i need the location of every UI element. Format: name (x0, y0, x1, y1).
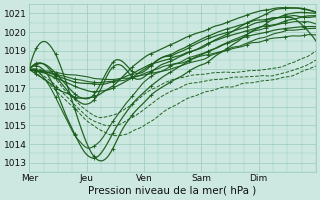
X-axis label: Pression niveau de la mer( hPa ): Pression niveau de la mer( hPa ) (88, 186, 257, 196)
